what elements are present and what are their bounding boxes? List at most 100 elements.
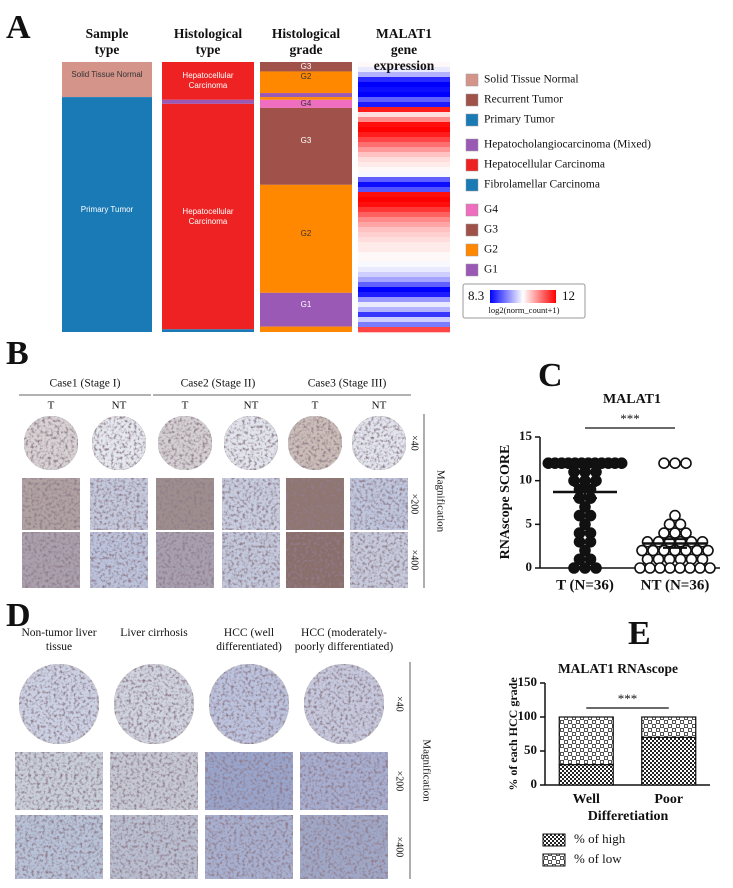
chart-title: MALAT1 RNAscope bbox=[558, 661, 678, 676]
segment bbox=[162, 103, 254, 330]
bar-segment bbox=[558, 763, 614, 786]
column-label: NT bbox=[372, 400, 387, 412]
tissue-image bbox=[23, 415, 79, 471]
data-point bbox=[680, 457, 692, 470]
data-point bbox=[702, 544, 714, 557]
x-tick-label: Well bbox=[573, 792, 600, 807]
expression-stripe bbox=[358, 322, 450, 328]
segment-label: G1 bbox=[300, 299, 312, 309]
expression-stripe bbox=[358, 292, 450, 298]
tissue-image bbox=[15, 815, 103, 879]
column-title: MALAT1 gene expression bbox=[373, 26, 435, 73]
legend-swatch bbox=[465, 158, 479, 172]
data-point bbox=[658, 527, 670, 539]
magnification-level: ×200 bbox=[394, 771, 405, 792]
legend-label: G1 bbox=[484, 264, 498, 276]
expression-stripe bbox=[358, 227, 450, 233]
data-point bbox=[584, 553, 597, 566]
expression-stripe bbox=[358, 92, 450, 98]
data-point bbox=[579, 544, 591, 557]
expression-stripe bbox=[358, 312, 450, 318]
data-point bbox=[636, 544, 648, 557]
data-point bbox=[669, 457, 681, 470]
panel-label: C bbox=[538, 357, 563, 394]
column-label: T bbox=[312, 400, 319, 412]
expression-stripe bbox=[358, 252, 450, 258]
expression-stripe bbox=[358, 67, 450, 73]
case-label: Case2 (Stage II) bbox=[181, 378, 256, 390]
expression-stripe bbox=[358, 217, 450, 223]
x-tick-label: T (N=36) bbox=[556, 577, 614, 593]
expression-stripe bbox=[358, 62, 450, 68]
legend-label: G3 bbox=[484, 224, 498, 236]
segment bbox=[260, 97, 352, 100]
tissue-image bbox=[113, 663, 195, 745]
data-point bbox=[573, 535, 586, 548]
segment-label: Hepatocellular Carcinoma bbox=[182, 70, 234, 90]
error-bar bbox=[663, 538, 687, 549]
expression-stripe bbox=[358, 87, 450, 93]
legend-swatch bbox=[542, 853, 566, 867]
tissue-image bbox=[22, 478, 80, 530]
expression-stripe bbox=[358, 242, 450, 248]
tissue-image bbox=[91, 415, 147, 471]
y-tick-label: 5 bbox=[526, 515, 533, 530]
expression-stripe bbox=[358, 132, 450, 138]
column-title: Histological type bbox=[173, 26, 243, 57]
error-bar bbox=[573, 484, 597, 500]
tissue-image bbox=[18, 663, 100, 745]
data-point bbox=[634, 562, 646, 574]
x-tick-label: NT (N=36) bbox=[641, 577, 710, 593]
y-tick-label: 100 bbox=[518, 708, 538, 723]
data-point bbox=[664, 562, 676, 574]
scale-min: 8.3 bbox=[468, 288, 484, 303]
expression-stripe bbox=[358, 157, 450, 163]
case-label: Case3 (Stage III) bbox=[308, 378, 387, 390]
scale-bar bbox=[490, 290, 556, 303]
legend-swatch bbox=[465, 93, 479, 107]
segment bbox=[260, 62, 352, 72]
y-tick-label: 0 bbox=[531, 776, 538, 791]
data-point bbox=[584, 535, 597, 548]
segment-label: Primary Tumor bbox=[80, 204, 134, 214]
expression-stripe bbox=[358, 127, 450, 133]
segment bbox=[162, 62, 254, 100]
magnification-level: ×40 bbox=[409, 435, 420, 451]
tissue-image bbox=[156, 478, 214, 530]
expression-stripe bbox=[358, 287, 450, 293]
legend-swatch bbox=[465, 243, 479, 257]
y-tick-label: 50 bbox=[524, 742, 537, 757]
legend-label: % of high bbox=[574, 831, 626, 846]
legend-swatch bbox=[465, 178, 479, 192]
legend-swatch bbox=[542, 833, 566, 847]
x-axis-label: Differetiation bbox=[588, 809, 669, 824]
expression-stripe bbox=[358, 237, 450, 243]
tissue-image bbox=[300, 752, 388, 810]
expression-stripe bbox=[358, 77, 450, 83]
panel-label: A bbox=[6, 9, 31, 46]
panel-label: E bbox=[628, 615, 651, 652]
data-point bbox=[691, 544, 703, 557]
legend-swatch bbox=[465, 223, 479, 237]
magnification-level: ×400 bbox=[409, 550, 420, 571]
y-tick-label: 0 bbox=[526, 559, 533, 574]
expression-stripe bbox=[358, 267, 450, 273]
expression-stripe bbox=[358, 262, 450, 268]
y-tick-label: 10 bbox=[519, 472, 532, 487]
x-tick-label: Poor bbox=[654, 792, 683, 807]
tissue-image bbox=[157, 415, 213, 471]
data-point bbox=[584, 509, 597, 522]
tissue-image bbox=[286, 532, 344, 588]
expression-stripe bbox=[358, 232, 450, 238]
legend-swatch bbox=[465, 138, 479, 152]
segment-label: G2 bbox=[300, 72, 312, 82]
segment-label: G2 bbox=[300, 228, 312, 238]
chart-title: MALAT1 bbox=[603, 392, 661, 407]
segment bbox=[260, 93, 352, 98]
expression-stripe bbox=[358, 82, 450, 88]
expression-stripe bbox=[358, 107, 450, 113]
data-point bbox=[573, 509, 586, 522]
segment bbox=[260, 184, 352, 293]
